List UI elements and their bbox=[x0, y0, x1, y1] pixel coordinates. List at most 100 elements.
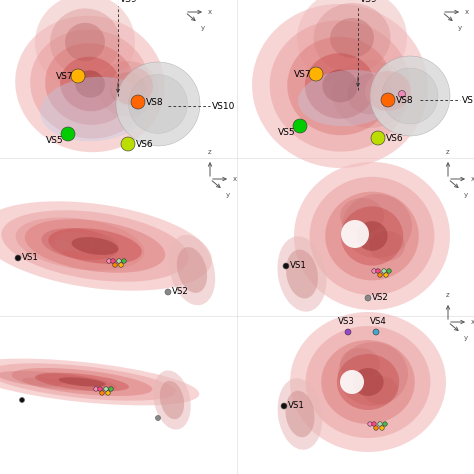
Text: VS7: VS7 bbox=[56, 72, 73, 81]
Circle shape bbox=[376, 269, 380, 273]
Text: VS7: VS7 bbox=[294, 70, 311, 79]
Circle shape bbox=[372, 422, 376, 426]
Ellipse shape bbox=[65, 23, 105, 61]
Ellipse shape bbox=[90, 235, 120, 251]
Text: x: x bbox=[471, 176, 474, 182]
Circle shape bbox=[131, 95, 145, 109]
Ellipse shape bbox=[337, 354, 399, 410]
Circle shape bbox=[309, 67, 323, 81]
Text: y: y bbox=[464, 335, 468, 341]
Text: x: x bbox=[465, 9, 469, 15]
Text: VS9: VS9 bbox=[360, 0, 378, 4]
Ellipse shape bbox=[341, 220, 369, 248]
Circle shape bbox=[109, 387, 113, 391]
Text: VS1: VS1 bbox=[288, 401, 305, 410]
Ellipse shape bbox=[356, 221, 388, 251]
Text: VS6: VS6 bbox=[136, 139, 154, 148]
Circle shape bbox=[111, 259, 115, 263]
Ellipse shape bbox=[278, 378, 322, 450]
Text: VS1: VS1 bbox=[290, 262, 307, 271]
Ellipse shape bbox=[306, 326, 430, 438]
Text: VS8: VS8 bbox=[396, 95, 414, 104]
Text: VS1: VS1 bbox=[22, 254, 39, 263]
Ellipse shape bbox=[111, 67, 153, 105]
Ellipse shape bbox=[330, 18, 374, 58]
Circle shape bbox=[293, 119, 307, 133]
Ellipse shape bbox=[325, 191, 419, 281]
Ellipse shape bbox=[290, 312, 446, 452]
Text: VS9: VS9 bbox=[120, 0, 137, 4]
Ellipse shape bbox=[305, 53, 375, 119]
Circle shape bbox=[155, 416, 161, 420]
Circle shape bbox=[106, 391, 110, 395]
Ellipse shape bbox=[313, 3, 391, 73]
Ellipse shape bbox=[1, 210, 189, 282]
Ellipse shape bbox=[50, 9, 120, 76]
Ellipse shape bbox=[322, 70, 357, 102]
Text: z: z bbox=[208, 149, 212, 155]
Ellipse shape bbox=[40, 77, 150, 141]
Ellipse shape bbox=[252, 4, 428, 168]
Circle shape bbox=[71, 69, 85, 83]
Ellipse shape bbox=[340, 198, 384, 234]
Ellipse shape bbox=[370, 56, 450, 136]
Text: VS6: VS6 bbox=[386, 134, 404, 143]
Circle shape bbox=[165, 289, 171, 295]
Text: y: y bbox=[458, 25, 462, 31]
Ellipse shape bbox=[277, 237, 327, 311]
Ellipse shape bbox=[287, 37, 393, 135]
Circle shape bbox=[384, 273, 388, 277]
Text: VS5: VS5 bbox=[46, 136, 64, 145]
Circle shape bbox=[381, 93, 395, 107]
Ellipse shape bbox=[321, 340, 415, 424]
Ellipse shape bbox=[41, 228, 118, 260]
Circle shape bbox=[104, 387, 108, 391]
Circle shape bbox=[281, 403, 287, 409]
Ellipse shape bbox=[294, 162, 450, 310]
Ellipse shape bbox=[352, 368, 383, 396]
Circle shape bbox=[373, 329, 379, 335]
Circle shape bbox=[117, 259, 121, 263]
Circle shape bbox=[107, 259, 111, 263]
Ellipse shape bbox=[297, 0, 407, 88]
Ellipse shape bbox=[347, 73, 393, 114]
Ellipse shape bbox=[11, 368, 153, 396]
Ellipse shape bbox=[50, 240, 70, 252]
Text: y: y bbox=[201, 25, 205, 31]
Circle shape bbox=[399, 91, 405, 98]
Circle shape bbox=[98, 387, 102, 391]
Ellipse shape bbox=[45, 43, 135, 125]
Circle shape bbox=[100, 391, 104, 395]
Circle shape bbox=[382, 269, 386, 273]
Circle shape bbox=[61, 127, 75, 141]
Ellipse shape bbox=[332, 60, 408, 128]
Ellipse shape bbox=[16, 218, 145, 271]
Ellipse shape bbox=[298, 70, 398, 126]
Ellipse shape bbox=[340, 370, 364, 394]
Circle shape bbox=[368, 422, 372, 426]
Ellipse shape bbox=[72, 237, 118, 255]
Text: z: z bbox=[446, 149, 450, 155]
Circle shape bbox=[345, 329, 351, 335]
Ellipse shape bbox=[37, 374, 107, 386]
Text: z: z bbox=[446, 292, 450, 298]
Ellipse shape bbox=[285, 391, 315, 437]
Circle shape bbox=[119, 263, 123, 267]
Circle shape bbox=[121, 137, 135, 151]
Ellipse shape bbox=[0, 201, 212, 291]
Ellipse shape bbox=[98, 61, 158, 117]
Text: VS10: VS10 bbox=[212, 101, 236, 110]
Ellipse shape bbox=[0, 359, 200, 405]
Ellipse shape bbox=[338, 342, 408, 406]
Ellipse shape bbox=[60, 57, 120, 111]
Text: y: y bbox=[464, 192, 468, 198]
Ellipse shape bbox=[15, 16, 165, 152]
Text: VS10: VS10 bbox=[462, 95, 474, 104]
Text: x: x bbox=[471, 319, 474, 325]
Ellipse shape bbox=[25, 219, 165, 273]
Ellipse shape bbox=[310, 177, 434, 295]
Text: VS8: VS8 bbox=[146, 98, 164, 107]
Ellipse shape bbox=[177, 247, 207, 293]
Circle shape bbox=[374, 426, 378, 430]
Circle shape bbox=[387, 269, 391, 273]
